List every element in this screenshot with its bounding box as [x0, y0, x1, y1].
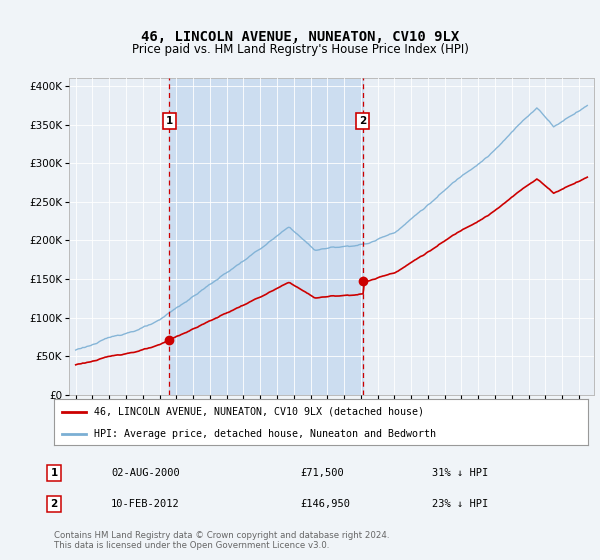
Text: 46, LINCOLN AVENUE, NUNEATON, CV10 9LX (detached house): 46, LINCOLN AVENUE, NUNEATON, CV10 9LX (… — [94, 407, 424, 417]
Text: £146,950: £146,950 — [300, 499, 350, 509]
Bar — [169, 78, 362, 395]
Text: 10-FEB-2012: 10-FEB-2012 — [111, 499, 180, 509]
Text: Contains HM Land Registry data © Crown copyright and database right 2024.
This d: Contains HM Land Registry data © Crown c… — [54, 531, 389, 550]
Text: 1: 1 — [50, 468, 58, 478]
Text: 2: 2 — [359, 116, 367, 126]
Text: Price paid vs. HM Land Registry's House Price Index (HPI): Price paid vs. HM Land Registry's House … — [131, 43, 469, 56]
Text: 46, LINCOLN AVENUE, NUNEATON, CV10 9LX: 46, LINCOLN AVENUE, NUNEATON, CV10 9LX — [141, 30, 459, 44]
Text: 2: 2 — [50, 499, 58, 509]
Text: £71,500: £71,500 — [300, 468, 344, 478]
Text: 23% ↓ HPI: 23% ↓ HPI — [432, 499, 488, 509]
Text: 31% ↓ HPI: 31% ↓ HPI — [432, 468, 488, 478]
Text: 02-AUG-2000: 02-AUG-2000 — [111, 468, 180, 478]
Text: HPI: Average price, detached house, Nuneaton and Bedworth: HPI: Average price, detached house, Nune… — [94, 429, 436, 438]
Text: 1: 1 — [166, 116, 173, 126]
